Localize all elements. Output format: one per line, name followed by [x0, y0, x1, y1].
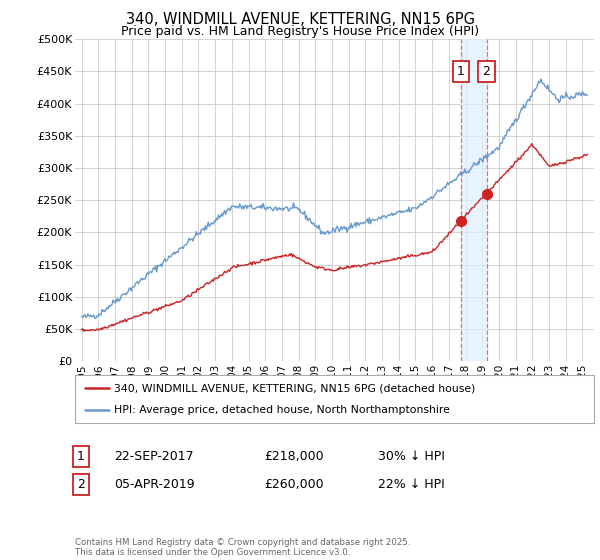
Text: 1: 1: [457, 65, 465, 78]
Text: 1: 1: [77, 450, 85, 463]
Text: 2: 2: [482, 65, 490, 78]
Text: £218,000: £218,000: [264, 450, 323, 463]
Text: 22% ↓ HPI: 22% ↓ HPI: [378, 478, 445, 491]
Bar: [461, 39, 487, 361]
Text: Contains HM Land Registry data © Crown copyright and database right 2025.
This d: Contains HM Land Registry data © Crown c…: [75, 538, 410, 557]
Text: 05-APR-2019: 05-APR-2019: [114, 478, 194, 491]
Text: 340, WINDMILL AVENUE, KETTERING, NN15 6PG: 340, WINDMILL AVENUE, KETTERING, NN15 6P…: [125, 12, 475, 27]
Text: 22-SEP-2017: 22-SEP-2017: [114, 450, 194, 463]
Text: Price paid vs. HM Land Registry's House Price Index (HPI): Price paid vs. HM Land Registry's House …: [121, 25, 479, 38]
Text: HPI: Average price, detached house, North Northamptonshire: HPI: Average price, detached house, Nort…: [114, 405, 450, 415]
Text: 2: 2: [77, 478, 85, 491]
Text: £260,000: £260,000: [264, 478, 323, 491]
Text: 30% ↓ HPI: 30% ↓ HPI: [378, 450, 445, 463]
Text: 340, WINDMILL AVENUE, KETTERING, NN15 6PG (detached house): 340, WINDMILL AVENUE, KETTERING, NN15 6P…: [114, 383, 475, 393]
